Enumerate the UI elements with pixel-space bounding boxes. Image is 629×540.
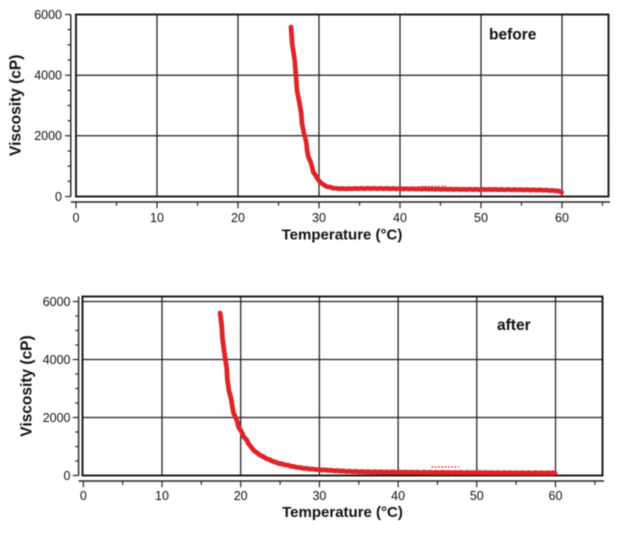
svg-text:30: 30	[312, 489, 326, 503]
svg-text:30: 30	[312, 211, 326, 225]
svg-text:10: 10	[150, 211, 164, 225]
svg-text:60: 60	[549, 489, 563, 503]
svg-text:Temperature (°C): Temperature (°C)	[282, 504, 403, 521]
svg-text:Temperature (°C): Temperature (°C)	[282, 227, 403, 244]
svg-text:Viscosity (cP): Viscosity (cP)	[19, 335, 36, 436]
svg-text:40: 40	[391, 489, 405, 503]
svg-text:10: 10	[155, 489, 169, 503]
svg-text:Viscosity (cP): Viscosity (cP)	[8, 55, 25, 156]
svg-text:after: after	[497, 317, 531, 334]
svg-text:4000: 4000	[43, 353, 71, 367]
svg-text:before: before	[489, 27, 537, 44]
svg-text:50: 50	[474, 211, 488, 225]
svg-text:0: 0	[73, 211, 80, 225]
svg-text:6000: 6000	[43, 295, 71, 309]
svg-text:50: 50	[470, 489, 484, 503]
svg-text:2000: 2000	[43, 411, 71, 425]
svg-text:4000: 4000	[34, 69, 62, 83]
svg-text:60: 60	[555, 211, 569, 225]
svg-text:6000: 6000	[34, 8, 62, 22]
svg-text:0: 0	[80, 489, 87, 503]
svg-text:0: 0	[64, 469, 71, 483]
svg-text:2000: 2000	[34, 129, 62, 143]
svg-text:0: 0	[55, 190, 62, 204]
svg-text:20: 20	[234, 489, 248, 503]
svg-text:20: 20	[231, 211, 245, 225]
svg-text:40: 40	[393, 211, 407, 225]
